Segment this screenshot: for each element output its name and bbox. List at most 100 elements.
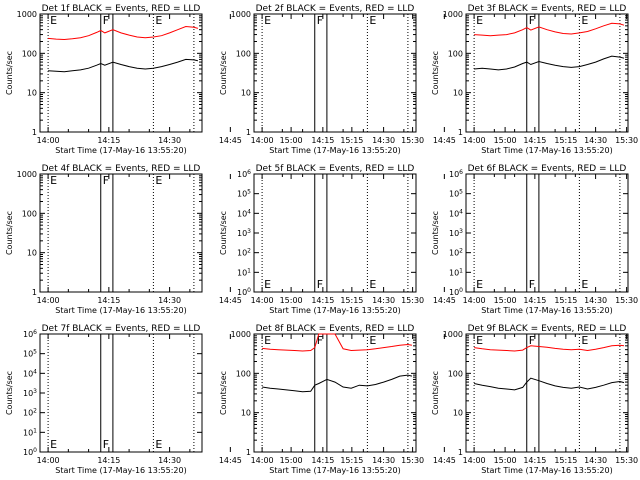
x-tick-label: 14:30 [584,136,607,145]
y-axis-label: Counts/sec [431,51,440,95]
y-tick-label: 106 [23,329,37,340]
plot-frame [39,173,203,293]
x-tick-label: 14:00 [251,456,274,465]
x-tick-label: 14:00 [37,136,60,145]
y-tick-label: 1 [458,448,463,457]
x-axis-label: Start Time (17-May-16 13:55:20) [55,466,186,475]
x-axis-label: Start Time (17-May-16 13:55:20) [269,466,400,475]
y-tick-label: 1000 [443,330,463,339]
x-tick-label: 14:30 [158,456,181,465]
x-tick-label: 14:00 [251,136,274,145]
x-tick-label: 15:30 [401,296,424,305]
y-axis-label: Counts/sec [431,371,440,415]
flag-label: F [103,438,109,451]
x-tick-label: 15:30 [615,456,638,465]
x-tick-label: 15:30 [615,296,638,305]
x-tick-label: 15:15 [554,136,577,145]
series-events [473,377,625,391]
panel-title: Det 5f BLACK = Events, RED = LLD [256,164,415,174]
plot-frame [253,173,417,293]
y-tick-label: 10 [27,249,37,258]
x-tick-label: 14:15 [97,136,120,145]
x-axis-label: Start Time (17-May-16 13:55:20) [481,466,612,475]
flag-label: F [529,334,535,347]
x-tick-label: 14:45 [433,296,456,305]
plot-frame [39,13,203,133]
plot-frame [39,333,203,453]
x-axis-label: Start Time (17-May-16 13:55:20) [481,306,612,315]
y-axis-label: Counts/sec [219,211,228,255]
x-tick-label: 15:30 [401,456,424,465]
series-lld [48,25,199,41]
flag-label: E [155,174,162,187]
plot-frame [253,13,417,133]
x-tick-label: 14:00 [37,296,60,305]
y-tick-label: 1000 [17,170,37,179]
flag-label: F [103,14,109,27]
panel-9: Det 9f BLACK = Events, RED = LLD 1 10 100 10… [431,324,629,475]
x-tick-label: 14:00 [463,296,486,305]
x-tick-label: 14:30 [372,136,395,145]
x-tick-label: 14:00 [37,456,60,465]
y-tick-label: 1000 [443,10,463,19]
y-tick-label: 10 [241,89,251,98]
x-tick-label: 14:45 [219,456,242,465]
panel-2: Det 2f BLACK = Events, RED = LLD 1 10 100 10… [219,4,638,155]
y-axis-label: Counts/sec [5,51,14,95]
panel-5: Det 5f BLACK = Events, RED = LLD 100 101 10… [219,164,638,315]
y-tick-label: 105 [237,188,251,199]
x-axis-label: Start Time (17-May-16 13:55:20) [269,306,400,315]
y-tick-label: 101 [449,267,463,278]
y-tick-label: 100 [236,369,251,378]
x-tick-label: 14:30 [372,456,395,465]
panel-title: Det 2f BLACK = Events, RED = LLD [256,4,415,14]
x-axis-label: Start Time (17-May-16 13:55:20) [269,146,400,155]
x-tick-label: 14:45 [219,136,242,145]
y-tick-label: 100 [22,49,37,58]
y-tick-label: 100 [23,447,37,458]
y-tick-label: 10 [453,409,463,418]
panel-title: Det 3f BLACK = Events, RED = LLD [468,4,627,14]
series-events [48,58,198,73]
flag-label: E [50,438,57,451]
x-tick-label: 15:30 [615,136,638,145]
series-events [474,55,625,71]
y-tick-label: 100 [237,287,251,298]
plot-frame [253,333,417,453]
y-axis-label: Counts/sec [431,211,440,255]
flag-label: F [317,278,323,291]
x-tick-label: 14:15 [523,296,546,305]
flag-label: F [529,278,535,291]
y-tick-label: 1000 [231,330,251,339]
x-tick-label: 14:00 [251,296,274,305]
panel-6: Det 6f BLACK = Events, RED = LLD 100 101 10… [431,164,629,315]
x-axis-label: Start Time (17-May-16 13:55:20) [55,146,186,155]
y-tick-label: 106 [237,169,251,180]
x-tick-label: 14:15 [97,296,120,305]
x-tick-label: 15:15 [554,296,577,305]
panel-4: Det 4f BLACK = Events, RED = LLD 1 10 100 10… [5,164,424,315]
y-tick-label: 100 [448,49,463,58]
y-tick-label: 103 [237,228,251,239]
flag-label: E [476,334,483,347]
y-tick-label: 1 [32,128,37,137]
flag-label: E [369,334,376,347]
x-tick-label: 15:00 [494,296,517,305]
x-tick-label: 14:00 [463,136,486,145]
y-axis-label: Counts/sec [219,371,228,415]
flag-label: E [264,334,271,347]
y-tick-label: 100 [236,49,251,58]
y-tick-label: 103 [23,388,37,399]
flag-label: E [264,14,271,27]
series-lld [474,344,625,352]
panel-3: Det 3f BLACK = Events, RED = LLD 1 10 100 10… [431,4,629,155]
panel-8: Det 8f BLACK = Events, RED = LLD 1 10 100 10… [219,324,638,475]
x-tick-label: 15:30 [401,136,424,145]
y-tick-label: 10 [453,89,463,98]
flag-label: E [476,278,483,291]
x-tick-label: 14:30 [372,296,395,305]
flag-label: E [155,438,162,451]
x-tick-label: 14:30 [158,136,181,145]
y-axis-label: Counts/sec [219,51,228,95]
